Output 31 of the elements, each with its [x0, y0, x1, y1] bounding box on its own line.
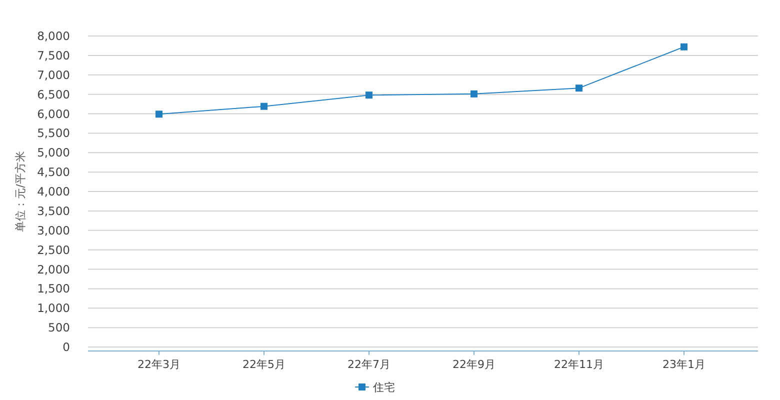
x-tick-label: 22年11月 [554, 358, 604, 371]
y-tick-label: 7,000 [37, 68, 70, 82]
y-tick-label: 4,000 [37, 184, 70, 199]
y-tick-label: 3,500 [37, 204, 70, 218]
x-tick-label: 22年5月 [242, 358, 286, 371]
point [156, 110, 162, 118]
y-tick-label: 8,000 [37, 29, 70, 44]
y-tick-label: 4,500 [37, 165, 70, 180]
y-tick-label: 500 [48, 320, 70, 335]
y-tick-label: 0 [62, 340, 70, 354]
y-tick-label: 7,500 [37, 48, 70, 62]
point [260, 102, 268, 110]
point [470, 90, 478, 98]
y-tick-label: 6,000 [37, 106, 70, 121]
y-tick-label: 2,500 [37, 242, 70, 257]
point [680, 43, 688, 50]
y-tick-label: 6,500 [37, 87, 70, 102]
point [366, 92, 372, 99]
y-tick-label: 5,500 [37, 126, 70, 140]
y-tick-label: 2,000 [37, 262, 70, 276]
y-axis-title: 单位：元/平方米 [14, 151, 27, 232]
y-tick-label: 5,000 [37, 146, 70, 160]
x-tick-label: 23年1月 [662, 358, 706, 371]
x-tick-label: 22年3月 [138, 358, 180, 371]
y-tick-label: 3,000 [37, 223, 70, 238]
y-tick-label: 1,000 [37, 301, 70, 316]
point [576, 84, 582, 92]
y-tick-label: 1,500 [37, 282, 70, 296]
x-tick-label: 22年9月 [452, 358, 496, 371]
x-tick-label: 22年7月 [348, 358, 390, 371]
legend-label: 住宅 [373, 380, 395, 394]
